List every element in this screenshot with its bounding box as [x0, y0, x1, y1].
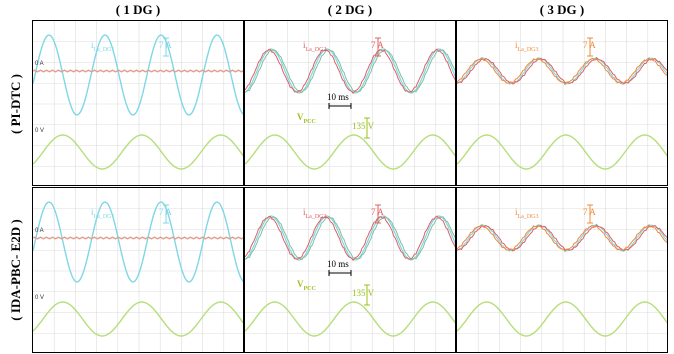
time-scale-label: 10 ms — [327, 259, 349, 269]
vpcc-waveform — [457, 134, 667, 170]
column-title-2dg: ( 2 DG ) — [327, 2, 373, 17]
dg1-current-waveform — [33, 34, 243, 116]
scope-gridlines — [457, 21, 667, 185]
scope-traces — [33, 21, 243, 185]
current-label: iLa_DG2 — [303, 207, 327, 220]
current-scale-label: 7 A — [159, 40, 172, 50]
scope-panel-r1-c2: iLa_DG2 7 A VPCC 135 V 10 ms — [244, 20, 456, 186]
dg2-current-waveform — [245, 48, 455, 95]
row-title-ida-pbc-e2d: ( IDA-PBC- E2D ) — [8, 219, 23, 321]
scope-panel-r2-c1: iLa_DG1 7 A 0 A 0 V — [32, 187, 244, 353]
current-scale-marker — [163, 204, 169, 224]
current-label: iLa_DG3 — [515, 207, 539, 220]
scope-traces — [245, 188, 455, 352]
zero-current-reference: 0 A — [35, 61, 44, 67]
vpcc-label: VPCC — [297, 112, 316, 125]
scope-panel-r1-c1: iLa_DG1 7 A 0 A 0 V — [32, 20, 244, 186]
vpcc-waveform — [245, 301, 455, 337]
zero-voltage-reference: 0 V — [35, 128, 45, 134]
scope-gridlines — [245, 188, 455, 352]
scope-gridlines — [33, 188, 243, 352]
current-label: iLa_DG1 — [91, 207, 115, 220]
current-label: iLa_DG3 — [515, 40, 539, 53]
scope-traces — [457, 21, 667, 185]
dg1-current-waveform — [33, 201, 243, 283]
scope-panel-r2-c3: iLa_DG3 7 A — [456, 187, 668, 353]
vpcc-waveform — [33, 134, 243, 170]
current-scale-label: 7 A — [371, 40, 384, 50]
current-scale-label: 7 A — [371, 207, 384, 217]
scope-gridlines — [457, 188, 667, 352]
dg2-trace-waveform — [245, 48, 455, 94]
dg3-current-waveform — [457, 224, 667, 252]
current-scale-marker — [587, 204, 593, 224]
vpcc-waveform — [457, 301, 667, 337]
voltage-scale-label: 135 V — [352, 121, 375, 131]
current-scale-label: 7 A — [159, 207, 172, 217]
dg2-current-waveform — [245, 215, 455, 262]
vpcc-label: VPCC — [297, 279, 316, 292]
scope-traces — [33, 188, 243, 352]
voltage-scale-marker — [364, 117, 370, 139]
current-scale-label: 7 A — [583, 207, 596, 217]
scope-traces — [245, 21, 455, 185]
vpcc-waveform — [33, 301, 243, 337]
voltage-scale-marker — [364, 284, 370, 306]
dg2-trace-waveform — [245, 215, 455, 261]
zero-current-trace — [33, 236, 243, 240]
current-scale-label: 7 A — [583, 40, 596, 50]
current-scale-marker — [375, 37, 381, 57]
current-scale-marker — [163, 37, 169, 57]
time-scale-bar — [328, 270, 352, 276]
row-title-pi-dtc: ( PI-DTC ) — [8, 74, 23, 134]
column-title-3dg: ( 3 DG ) — [539, 2, 585, 17]
column-title-1dg: ( 1 DG ) — [115, 2, 161, 17]
time-scale-label: 10 ms — [327, 92, 349, 102]
time-scale-bar — [328, 103, 352, 109]
zero-current-trace — [33, 69, 243, 73]
current-scale-marker — [587, 37, 593, 57]
current-scale-marker — [375, 204, 381, 224]
vpcc-waveform — [245, 134, 455, 170]
scope-traces — [457, 188, 667, 352]
scope-panel-r1-c3: iLa_DG3 7 A — [456, 20, 668, 186]
dg3-current-waveform — [457, 57, 667, 85]
dg1-current-waveform — [457, 56, 667, 86]
zero-voltage-reference: 0 V — [35, 295, 45, 301]
dg1-current-waveform — [457, 223, 667, 253]
scope-gridlines — [33, 21, 243, 185]
current-label: iLa_DG1 — [91, 40, 115, 53]
current-label: iLa_DG2 — [303, 40, 327, 53]
voltage-scale-label: 135 V — [352, 288, 375, 298]
dg2-current-waveform — [457, 57, 667, 85]
zero-current-reference: 0 A — [35, 228, 44, 234]
dg2-current-waveform — [457, 224, 667, 252]
scope-panel-r2-c2: iLa_DG2 7 A VPCC 135 V 10 ms — [244, 187, 456, 353]
